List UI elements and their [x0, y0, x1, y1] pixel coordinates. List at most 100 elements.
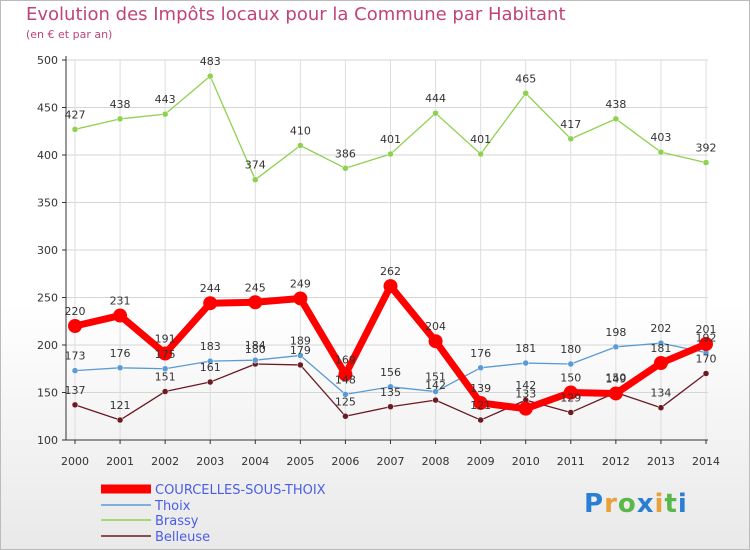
data-label-thoix-2012: 198 [605, 326, 626, 339]
data-label-thoix-2005: 189 [290, 334, 311, 347]
data-label-belleuse-2009: 121 [470, 399, 491, 412]
data-label-brassy-2011: 417 [560, 118, 581, 131]
data-point-brassy-2002 [161, 110, 169, 118]
data-point-thoix-2002 [161, 365, 169, 372]
y-tick-label-250: 250 [37, 292, 58, 305]
data-point-courcelles-sous-thoix-2004 [248, 295, 263, 310]
data-point-brassy-2014 [702, 159, 710, 166]
data-label-brassy-2006: 386 [335, 147, 356, 160]
y-tick-label-400: 400 [37, 149, 58, 162]
data-point-belleuse-2007 [387, 403, 394, 410]
data-label-thoix-2014: 192 [696, 332, 717, 345]
data-point-courcelles-sous-thoix-2013 [653, 356, 668, 371]
data-label-belleuse-2002: 151 [155, 371, 176, 384]
data-label-belleuse-2013: 134 [650, 387, 671, 400]
x-tick-label-2010: 2010 [512, 455, 540, 468]
legend-label-courcelles-sous-thoix: COURCELLES-SOUS-THOIX [155, 483, 326, 498]
data-label-brassy-2004: 374 [245, 159, 266, 172]
data-point-brassy-2001 [116, 115, 124, 123]
data-point-thoix-2000 [71, 367, 79, 374]
data-point-courcelles-sous-thoix-2001 [113, 308, 128, 323]
data-label-courcelles-sous-thoix-2005: 249 [290, 277, 311, 290]
data-point-courcelles-sous-thoix-2009 [473, 395, 488, 410]
data-point-thoix-2004 [252, 356, 259, 364]
data-point-belleuse-2005 [297, 361, 304, 369]
data-point-courcelles-sous-thoix-2014 [699, 337, 713, 352]
data-label-belleuse-2011: 129 [560, 391, 581, 404]
x-tick-label-2004: 2004 [241, 455, 269, 468]
data-point-thoix-2012 [612, 343, 620, 351]
data-label-thoix-2011: 180 [560, 343, 581, 356]
x-tick-label-2006: 2006 [331, 455, 359, 468]
data-point-brassy-2003 [206, 72, 214, 80]
data-label-thoix-2004: 184 [245, 339, 266, 352]
data-point-thoix-2009 [477, 364, 484, 372]
x-tick-label-2005: 2005 [286, 455, 314, 468]
data-point-courcelles-sous-thoix-2011 [563, 385, 578, 400]
data-label-belleuse-2003: 161 [200, 361, 221, 374]
data-label-courcelles-sous-thoix-2012: 149 [605, 372, 626, 385]
data-label-thoix-2009: 176 [470, 347, 491, 360]
legend-label-belleuse: Belleuse [155, 530, 210, 545]
legend-label-thoix: Thoix [154, 499, 191, 514]
data-label-belleuse-2000: 137 [65, 384, 86, 397]
data-point-belleuse-2009 [477, 416, 484, 424]
y-tick-label-450: 450 [37, 102, 58, 115]
data-label-thoix-2001: 176 [110, 347, 131, 360]
x-tick-label-2003: 2003 [196, 455, 224, 468]
data-point-thoix-2001 [116, 364, 124, 372]
data-point-courcelles-sous-thoix-2002 [158, 346, 173, 361]
data-point-brassy-2000 [71, 126, 79, 133]
chart-subtitle: (en € et par an) [26, 28, 113, 41]
data-label-courcelles-sous-thoix-2006: 169 [335, 353, 356, 366]
x-tick-label-2009: 2009 [467, 455, 495, 468]
data-label-courcelles-sous-thoix-2013: 181 [650, 342, 671, 355]
data-label-belleuse-2007: 135 [380, 386, 401, 399]
data-label-belleuse-2010: 142 [515, 379, 536, 392]
legend-label-brassy: Brassy [155, 514, 199, 529]
data-point-belleuse-2002 [161, 388, 169, 395]
y-tick-label-350: 350 [37, 197, 58, 210]
data-label-brassy-2001: 438 [110, 98, 131, 111]
data-label-courcelles-sous-thoix-2011: 150 [560, 372, 581, 385]
x-tick-label-2011: 2011 [557, 455, 585, 468]
data-point-brassy-2011 [567, 135, 575, 143]
data-point-thoix-2003 [206, 357, 214, 365]
data-point-thoix-2013 [657, 339, 665, 347]
x-tick-label-2002: 2002 [151, 455, 179, 468]
data-label-brassy-2013: 403 [650, 131, 671, 144]
data-point-courcelles-sous-thoix-2008 [428, 334, 443, 349]
data-point-courcelles-sous-thoix-2010 [518, 401, 533, 416]
data-label-belleuse-2004: 180 [245, 343, 266, 356]
data-point-brassy-2009 [477, 150, 484, 158]
data-label-thoix-2013: 202 [650, 322, 671, 335]
y-tick-label-200: 200 [37, 339, 58, 352]
y-tick-label-300: 300 [37, 244, 58, 257]
data-label-brassy-2005: 410 [290, 125, 311, 138]
data-label-courcelles-sous-thoix-2001: 231 [110, 295, 131, 308]
data-point-courcelles-sous-thoix-2012 [608, 386, 623, 401]
x-tick-label-2012: 2012 [602, 455, 630, 468]
data-label-thoix-2003: 183 [200, 340, 221, 353]
y-tick-label-500: 500 [37, 54, 58, 67]
data-point-courcelles-sous-thoix-2007 [383, 279, 398, 294]
data-label-thoix-2002: 175 [155, 348, 176, 361]
data-point-thoix-2008 [432, 388, 439, 395]
data-label-courcelles-sous-thoix-2007: 262 [380, 265, 401, 278]
data-label-courcelles-sous-thoix-2000: 220 [65, 305, 86, 318]
data-label-courcelles-sous-thoix-2002: 191 [155, 333, 176, 346]
data-point-brassy-2012 [612, 115, 620, 123]
data-point-belleuse-2001 [116, 416, 124, 424]
data-label-thoix-2000: 173 [65, 350, 86, 363]
data-point-thoix-2011 [567, 360, 575, 368]
data-label-brassy-2010: 465 [515, 72, 536, 85]
data-point-belleuse-2013 [657, 404, 665, 411]
data-point-courcelles-sous-thoix-2000 [68, 319, 82, 333]
data-point-belleuse-2008 [432, 396, 439, 404]
data-point-belleuse-2006 [342, 413, 349, 420]
data-point-courcelles-sous-thoix-2005 [293, 291, 308, 306]
y-tick-label-100: 100 [37, 434, 58, 447]
data-label-courcelles-sous-thoix-2008: 204 [425, 320, 446, 333]
